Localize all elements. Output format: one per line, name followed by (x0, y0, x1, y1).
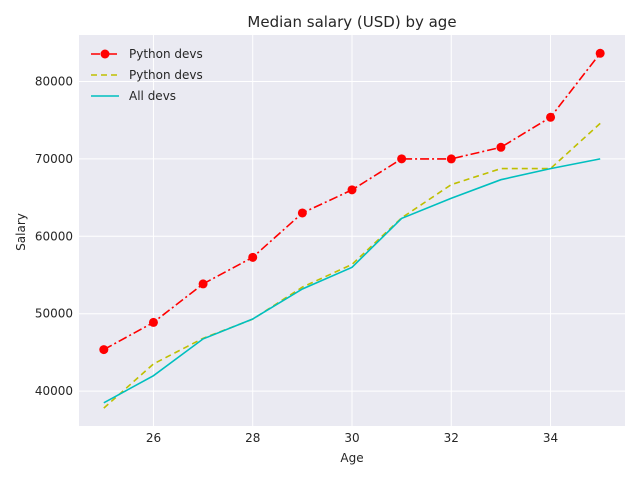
grid-lines (79, 35, 625, 426)
y-axis-label: Salary (14, 213, 28, 251)
data-point (198, 279, 208, 289)
legend-item: All devs (91, 89, 176, 103)
legend: Python devs Python devs All devs (91, 47, 203, 103)
series-1 (99, 48, 605, 355)
series-2 (103, 122, 601, 409)
data-point (496, 142, 506, 152)
y-tick-label: 50000 (35, 307, 73, 321)
legend-marker (100, 49, 110, 59)
y-tick-label: 60000 (35, 229, 73, 243)
data-point (297, 208, 307, 218)
data-point (347, 185, 357, 195)
series-line (103, 158, 601, 404)
x-tick-label: 32 (444, 431, 459, 445)
legend-label: All devs (129, 89, 176, 103)
data-point (148, 317, 158, 327)
data-point (595, 48, 605, 58)
legend-item: Python devs (91, 68, 203, 82)
x-axis-label: Age (340, 451, 363, 465)
y-tick-label: 70000 (35, 152, 73, 166)
data-point (446, 154, 456, 164)
data-point (248, 252, 258, 262)
data-point (99, 345, 109, 355)
y-tick-label: 80000 (35, 74, 73, 88)
legend-label: Python devs (129, 47, 203, 61)
x-tick-label: 34 (543, 431, 558, 445)
x-tick-label: 28 (245, 431, 260, 445)
legend-label: Python devs (129, 68, 203, 82)
x-tick-label: 26 (146, 431, 161, 445)
legend-item: Python devs (91, 47, 203, 61)
series-layer (99, 48, 605, 409)
chart-title: Median salary (USD) by age (247, 13, 456, 31)
x-tick-label: 30 (344, 431, 359, 445)
data-point (397, 154, 407, 164)
data-point (546, 112, 556, 122)
tick-labels: 26 28 30 32 34 40000 50000 60000 70000 80000 (35, 74, 558, 445)
series-line (103, 122, 601, 409)
series-3 (103, 158, 601, 404)
y-tick-label: 40000 (35, 384, 73, 398)
